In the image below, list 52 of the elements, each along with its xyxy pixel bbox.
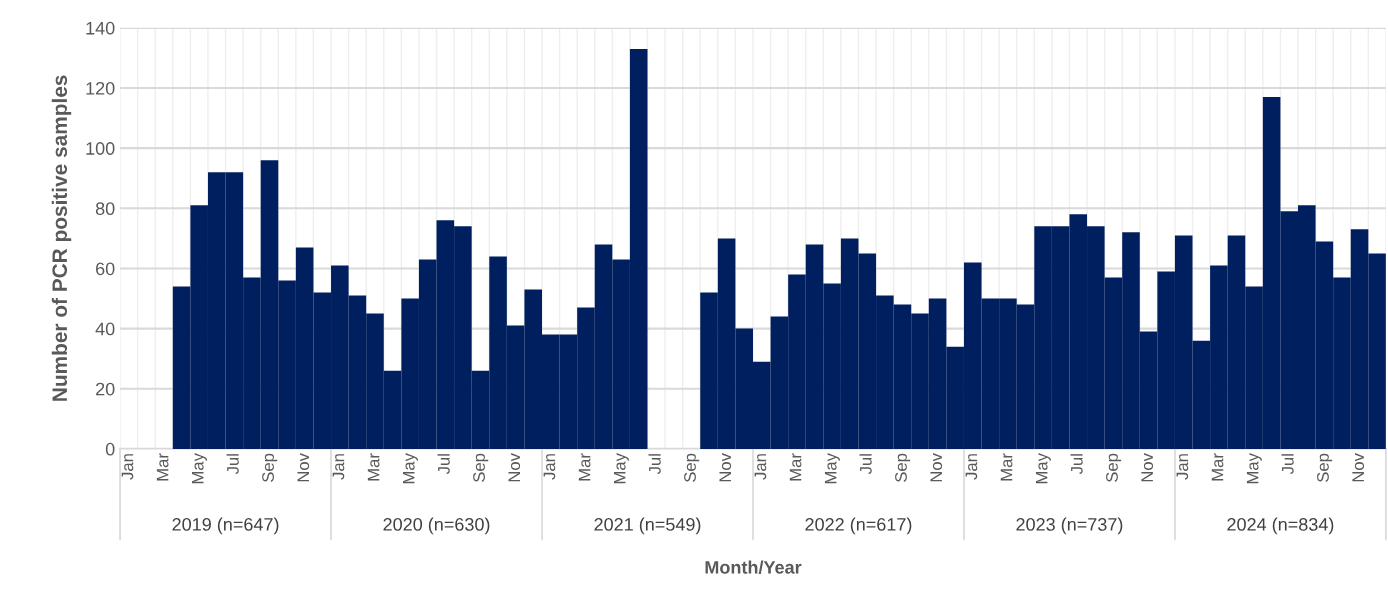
x-tick-label: May <box>613 453 629 484</box>
y-tick-label: 120 <box>86 81 115 95</box>
text: 2024 (n=834) <box>1227 517 1334 535</box>
x-tick-label: Mar <box>578 453 591 481</box>
text: 2019 (n=647) <box>172 517 279 535</box>
x-tick-label: Jul <box>226 454 239 475</box>
x-tick-label: Nov <box>1352 453 1365 482</box>
y-axis-title: Number of PCR positive samples <box>51 75 72 401</box>
x-tick-label: Jan <box>543 454 556 480</box>
x-tick-label: Nov <box>930 453 943 482</box>
y-tick-label: 80 <box>95 202 115 216</box>
text: 2023 (n=737) <box>1016 517 1123 535</box>
x-tick-label: Mar <box>156 453 169 481</box>
x-tick-label: Sep <box>684 453 700 482</box>
x-tick-label: Jan <box>965 454 978 480</box>
x-tick-label: Mar <box>1000 453 1013 481</box>
y-tick-label: 40 <box>95 322 115 336</box>
text: 2021 (n=549) <box>594 517 701 535</box>
x-tick-label: Jan <box>754 454 767 480</box>
y-tick-label: 140 <box>86 21 115 35</box>
y-tick-label: 60 <box>96 262 115 276</box>
x-tick-label: Mar <box>789 453 802 481</box>
x-tick-label: Jul <box>648 454 661 475</box>
x-tick-label: Nov <box>297 453 310 482</box>
x-tick-label: Jul <box>437 454 450 475</box>
x-tick-label: Sep <box>1106 453 1122 482</box>
y-tick-label: 20 <box>96 382 115 396</box>
x-tick-label: Jan <box>332 454 345 480</box>
x-tick-label: Jan <box>121 454 134 480</box>
x-tick-label: Nov <box>719 453 732 482</box>
x-tick-label: May <box>192 453 207 484</box>
text: 2020 (n=630) <box>383 517 490 535</box>
x-tick-label: May <box>824 453 840 484</box>
x-tick-label: May <box>1246 453 1262 484</box>
x-tick-label: Nov <box>1141 453 1154 482</box>
x-tick-label: Mar <box>1211 453 1224 481</box>
x-tick-label: Jul <box>1070 454 1083 475</box>
y-tick-label: 0 <box>105 442 115 456</box>
x-tick-label: Sep <box>473 453 489 482</box>
x-tick-label: Jul <box>1281 454 1294 475</box>
x-tick-label: Sep <box>895 453 911 482</box>
x-tick-label: Nov <box>508 453 521 482</box>
x-tick-label: Mar <box>367 453 380 481</box>
y-tick-label: 100 <box>86 142 115 155</box>
x-tick-label: May <box>403 453 418 484</box>
x-tick-label: Jul <box>859 454 872 475</box>
x-tick-label: Sep <box>1317 453 1333 482</box>
x-tick-label: Sep <box>262 453 278 482</box>
x-tick-label: Jan <box>1176 454 1189 480</box>
x-axis-title: Month/Year <box>705 560 802 574</box>
x-tick-label: May <box>1035 453 1051 484</box>
text: 2022 (n=617) <box>805 517 912 535</box>
